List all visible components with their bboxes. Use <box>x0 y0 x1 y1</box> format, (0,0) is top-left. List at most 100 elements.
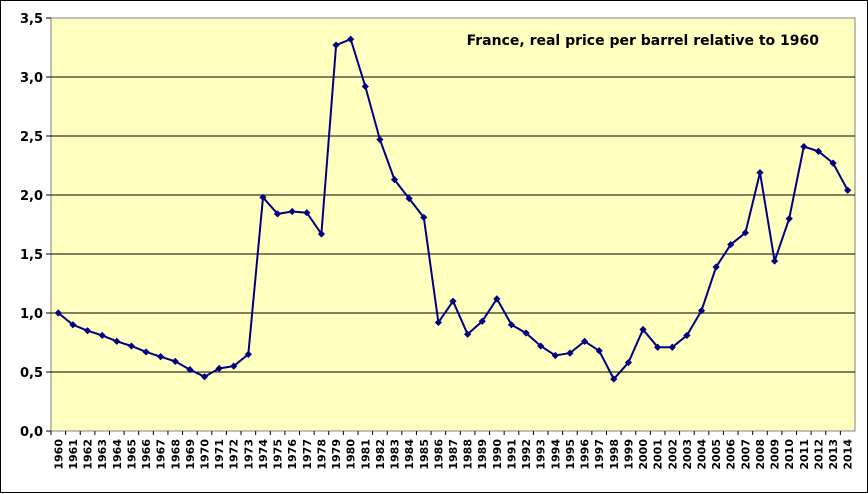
data-point-1997 <box>595 347 603 355</box>
data-point-1994 <box>551 351 559 360</box>
x-tick-label: 1997 <box>593 439 606 470</box>
x-tick-label: 2013 <box>827 439 840 470</box>
x-tick-label: 1962 <box>82 439 95 470</box>
x-tick-label: 1991 <box>505 439 518 470</box>
x-tick-label: 1969 <box>184 439 197 470</box>
data-point-1989 <box>478 317 486 325</box>
data-point-1965 <box>127 342 135 350</box>
x-tick-label: 1986 <box>432 439 445 470</box>
data-point-1988 <box>464 330 472 338</box>
data-point-1967 <box>157 353 165 361</box>
data-point-1979 <box>332 41 340 49</box>
x-tick-label: 2001 <box>652 439 665 470</box>
data-point-1976 <box>288 207 296 216</box>
x-tick-label: 1971 <box>213 439 226 470</box>
y-tick-label: 3,0 <box>20 71 43 86</box>
data-point-1978 <box>317 230 326 238</box>
x-tick-label: 1972 <box>228 439 241 470</box>
series-markers <box>54 35 852 383</box>
x-tick-label: 1963 <box>96 439 109 470</box>
data-point-2005 <box>712 263 720 271</box>
chart-title: France, real price per barrel relative t… <box>467 33 820 49</box>
x-tick-label: 1965 <box>125 439 138 470</box>
x-tick-label: 1982 <box>374 439 387 470</box>
data-point-1970 <box>200 373 209 381</box>
data-point-2012 <box>814 147 823 155</box>
data-point-1968 <box>171 357 179 365</box>
x-tick-label: 2012 <box>812 439 825 470</box>
y-tick-label: 2,0 <box>20 189 43 204</box>
x-tick-label: 1981 <box>359 439 372 470</box>
x-tick-label: 2010 <box>783 439 796 470</box>
data-point-2006 <box>727 240 735 249</box>
x-tick-label: 1983 <box>389 439 402 470</box>
x-tick-label: 1966 <box>140 439 153 470</box>
data-point-2003 <box>683 331 691 340</box>
x-tick-label: 1999 <box>622 439 635 470</box>
x-tick-label: 2004 <box>696 439 709 470</box>
data-point-2000 <box>639 325 647 334</box>
data-point-1991 <box>507 321 516 329</box>
data-point-1999 <box>624 358 633 367</box>
y-tick-label: 2,5 <box>20 130 43 145</box>
x-tick-label: 1979 <box>330 439 343 470</box>
x-tick-label: 1967 <box>155 439 168 470</box>
y-tick-label: 1,5 <box>20 248 43 263</box>
x-tick-label: 1993 <box>535 439 548 470</box>
data-point-1985 <box>420 213 428 222</box>
x-tick-label: 2002 <box>666 439 679 470</box>
data-point-1977 <box>303 209 311 217</box>
y-tick-label: 3,5 <box>20 12 43 27</box>
x-tick-label: 1994 <box>549 439 562 470</box>
x-tick-label: 2008 <box>754 439 767 470</box>
data-point-1983 <box>390 176 399 184</box>
data-point-1963 <box>98 331 106 340</box>
data-point-1982 <box>376 135 384 144</box>
data-point-1960 <box>54 309 62 317</box>
data-point-1972 <box>230 362 238 370</box>
x-tick-label: 1964 <box>111 439 124 470</box>
data-point-1998 <box>610 375 618 383</box>
data-point-2002 <box>668 343 676 351</box>
x-tick-label: 1975 <box>272 439 285 470</box>
x-tick-label: 1960 <box>52 439 65 470</box>
x-tick-label: 2014 <box>842 439 855 470</box>
data-point-1996 <box>580 337 589 345</box>
data-point-2007 <box>741 229 749 237</box>
x-tick-label: 1985 <box>418 439 431 470</box>
x-tick-label: 2007 <box>739 439 752 470</box>
x-tick-label: 1968 <box>169 439 182 470</box>
data-point-1981 <box>361 82 369 91</box>
data-point-1969 <box>186 366 194 374</box>
x-tick-label: 1988 <box>462 439 475 470</box>
data-point-2004 <box>697 307 706 315</box>
data-point-1980 <box>347 35 355 43</box>
data-point-1993 <box>537 342 545 350</box>
x-tick-label: 1992 <box>520 439 533 470</box>
data-point-1995 <box>566 349 574 357</box>
x-tick-label: 2003 <box>681 439 694 470</box>
x-tick-label: 1990 <box>491 439 504 470</box>
data-point-2013 <box>829 159 837 167</box>
x-tick-label: 1998 <box>608 439 621 470</box>
x-tick-label: 1995 <box>564 439 577 470</box>
data-point-1984 <box>405 194 413 203</box>
x-tick-label: 1976 <box>286 439 299 470</box>
data-point-1990 <box>493 295 501 303</box>
data-point-1975 <box>273 210 282 218</box>
data-point-2009 <box>771 257 779 265</box>
x-tick-label: 2005 <box>710 439 723 470</box>
data-point-1973 <box>244 350 252 358</box>
data-point-2008 <box>756 168 764 177</box>
x-tick-label: 1973 <box>242 439 255 470</box>
x-tick-label: 1984 <box>403 439 416 470</box>
x-tick-label: 1987 <box>447 439 460 470</box>
x-tick-label: 2011 <box>798 439 811 470</box>
y-tick-label: 1,0 <box>20 307 43 322</box>
data-point-1964 <box>113 337 121 345</box>
gridlines <box>51 76 855 373</box>
data-point-2010 <box>785 215 793 223</box>
y-tick-label: 0,5 <box>20 366 43 381</box>
x-tick-label: 2006 <box>725 439 738 470</box>
